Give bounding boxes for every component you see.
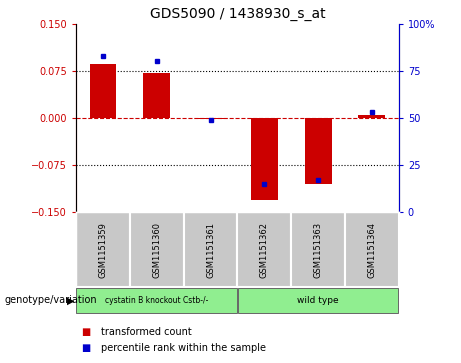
Bar [143, 73, 170, 118]
Text: wild type: wild type [297, 296, 339, 305]
Bar [197, 118, 224, 119]
Text: ▶: ▶ [67, 295, 74, 305]
Text: cystatin B knockout Cstb-/-: cystatin B knockout Cstb-/- [105, 296, 208, 305]
Text: ■: ■ [81, 327, 90, 337]
Bar [291, 212, 345, 287]
Text: GSM1151364: GSM1151364 [367, 221, 376, 278]
Text: GSM1151360: GSM1151360 [152, 221, 161, 278]
Text: ■: ■ [81, 343, 90, 354]
Bar [77, 288, 237, 313]
Text: GSM1151361: GSM1151361 [206, 221, 215, 278]
Bar [251, 118, 278, 200]
Text: percentile rank within the sample: percentile rank within the sample [101, 343, 266, 354]
Text: GSM1151363: GSM1151363 [313, 221, 323, 278]
Bar [89, 65, 116, 118]
Bar [76, 212, 130, 287]
Bar [345, 212, 399, 287]
Text: transformed count: transformed count [101, 327, 192, 337]
Text: GSM1151362: GSM1151362 [260, 221, 269, 278]
Bar [130, 212, 183, 287]
Bar [237, 212, 291, 287]
Text: genotype/variation: genotype/variation [5, 295, 97, 305]
Bar [183, 212, 237, 287]
Bar [238, 288, 398, 313]
Text: GSM1151359: GSM1151359 [99, 222, 107, 277]
Bar [305, 118, 331, 184]
Title: GDS5090 / 1438930_s_at: GDS5090 / 1438930_s_at [150, 7, 325, 21]
Bar [358, 115, 385, 118]
